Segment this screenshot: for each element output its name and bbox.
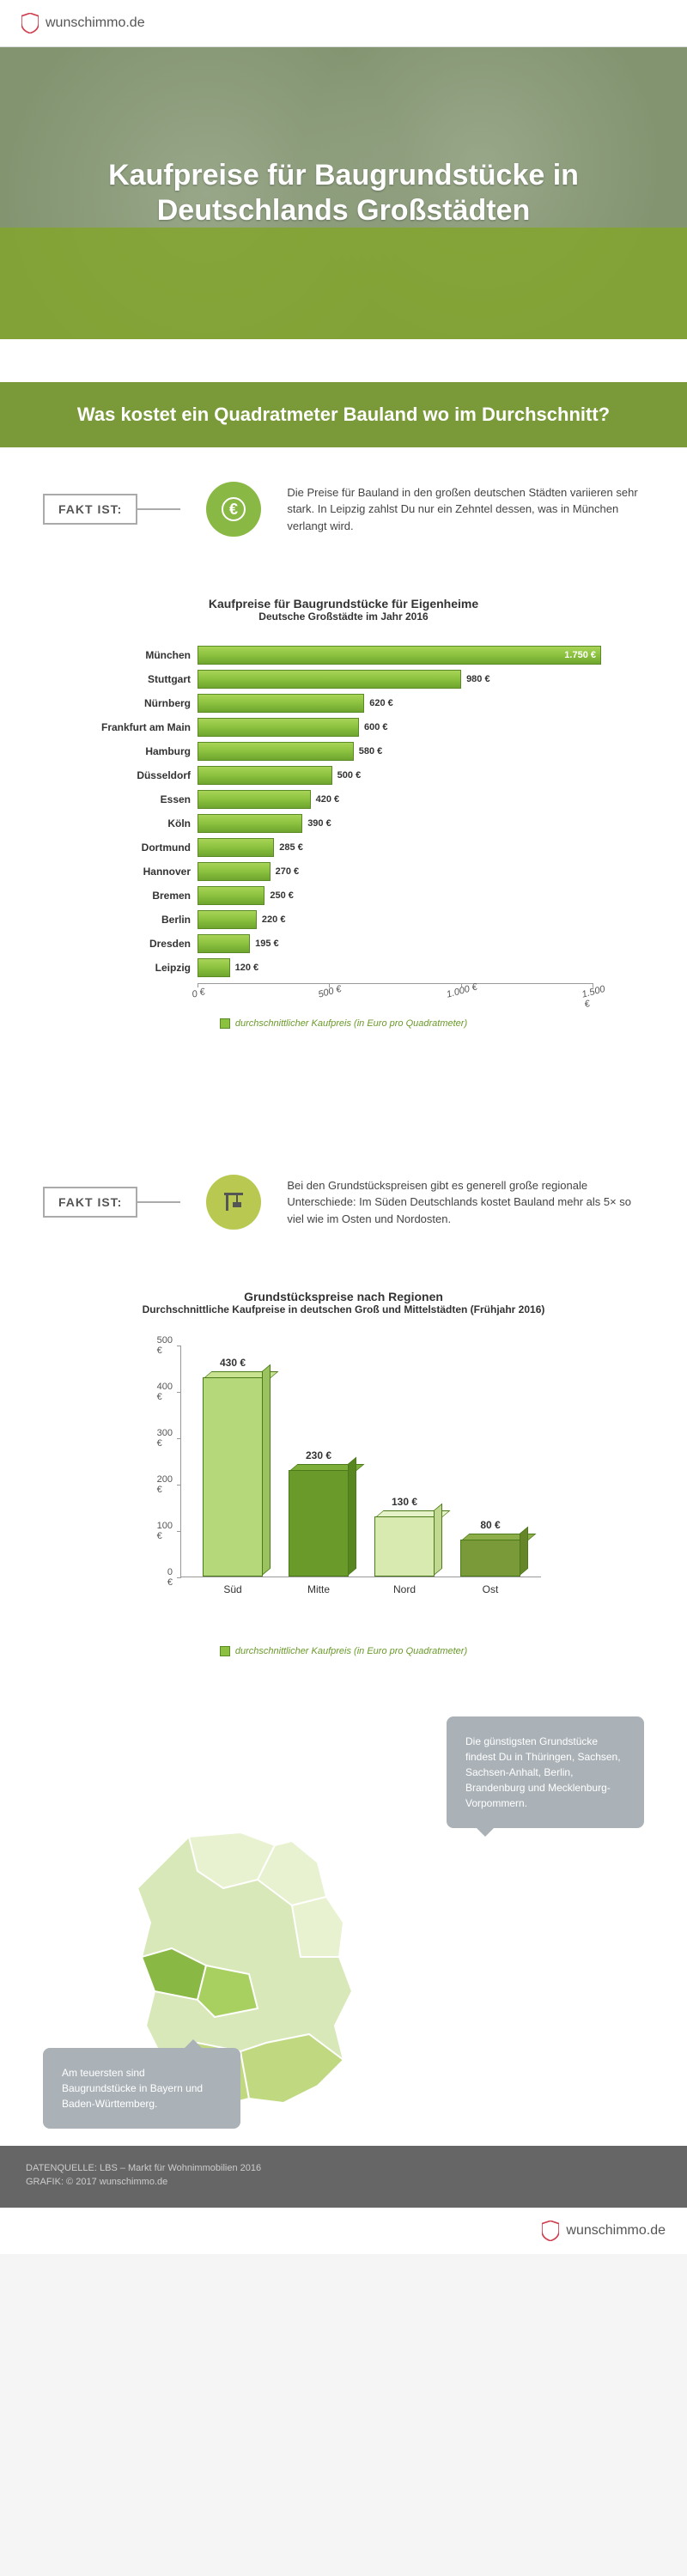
footer-credit: GRAFIK: © 2017 wunschimmo.de bbox=[26, 2177, 661, 2187]
map-bubble-expensive: Am teuersten sind Baugrundstücke in Baye… bbox=[43, 2048, 240, 2129]
construction-icon bbox=[206, 1175, 261, 1230]
footer-brand-bar: wunschimmo.de bbox=[0, 2208, 687, 2254]
fact-block-2: FAKT IST: Bei den Grundstückspreisen gib… bbox=[0, 1140, 687, 1264]
footer: DATENQUELLE: LBS – Markt für Wohnimmobil… bbox=[0, 2146, 687, 2208]
logo-shield-icon bbox=[542, 2221, 559, 2241]
chart2-legend: durchschnittlicher Kaufpreis (in Euro pr… bbox=[43, 1646, 644, 1656]
hero-banner: Kaufpreise für Baugrundstücke in Deutsch… bbox=[0, 47, 687, 339]
hero-title: Kaufpreise für Baugrundstücke in Deutsch… bbox=[108, 158, 579, 228]
chart1-legend: durchschnittlicher Kaufpreis (in Euro pr… bbox=[43, 1018, 644, 1029]
fact-text: Bei den Grundstückspreisen gibt es gener… bbox=[287, 1177, 644, 1228]
map-bubble-cheap: Die günstigsten Grundstücke findest Du i… bbox=[447, 1716, 644, 1828]
chart-1-cities: Kaufpreise für Baugrundstücke für Eigenh… bbox=[0, 571, 687, 1072]
chart1-subtitle: Deutsche Großstädte im Jahr 2016 bbox=[43, 611, 644, 623]
fact-label: FAKT IST: bbox=[43, 494, 137, 525]
header: wunschimmo.de bbox=[0, 0, 687, 47]
chart-2-regions: Grundstückspreise nach Regionen Durchsch… bbox=[0, 1264, 687, 1699]
fact-block-1: FAKT IST: € Die Preise für Bauland in de… bbox=[0, 447, 687, 571]
brand-name: wunschimmo.de bbox=[46, 15, 145, 31]
chart2-title: Grundstückspreise nach Regionen bbox=[43, 1290, 644, 1303]
fact-label: FAKT IST: bbox=[43, 1187, 137, 1218]
section-title: Was kostet ein Quadratmeter Bauland wo i… bbox=[0, 382, 687, 447]
svg-text:€: € bbox=[229, 501, 238, 518]
map-section: Die günstigsten Grundstücke findest Du i… bbox=[0, 1699, 687, 2146]
fact-text: Die Preise für Bauland in den großen deu… bbox=[287, 484, 644, 535]
footer-source: DATENQUELLE: LBS – Markt für Wohnimmobil… bbox=[26, 2163, 661, 2173]
brand-name: wunschimmo.de bbox=[566, 2223, 666, 2239]
chart1-title: Kaufpreise für Baugrundstücke für Eigenh… bbox=[43, 597, 644, 611]
logo-shield-icon bbox=[21, 13, 39, 33]
chart2-subtitle: Durchschnittliche Kaufpreise in deutsche… bbox=[43, 1303, 644, 1315]
euro-icon: € bbox=[206, 482, 261, 537]
